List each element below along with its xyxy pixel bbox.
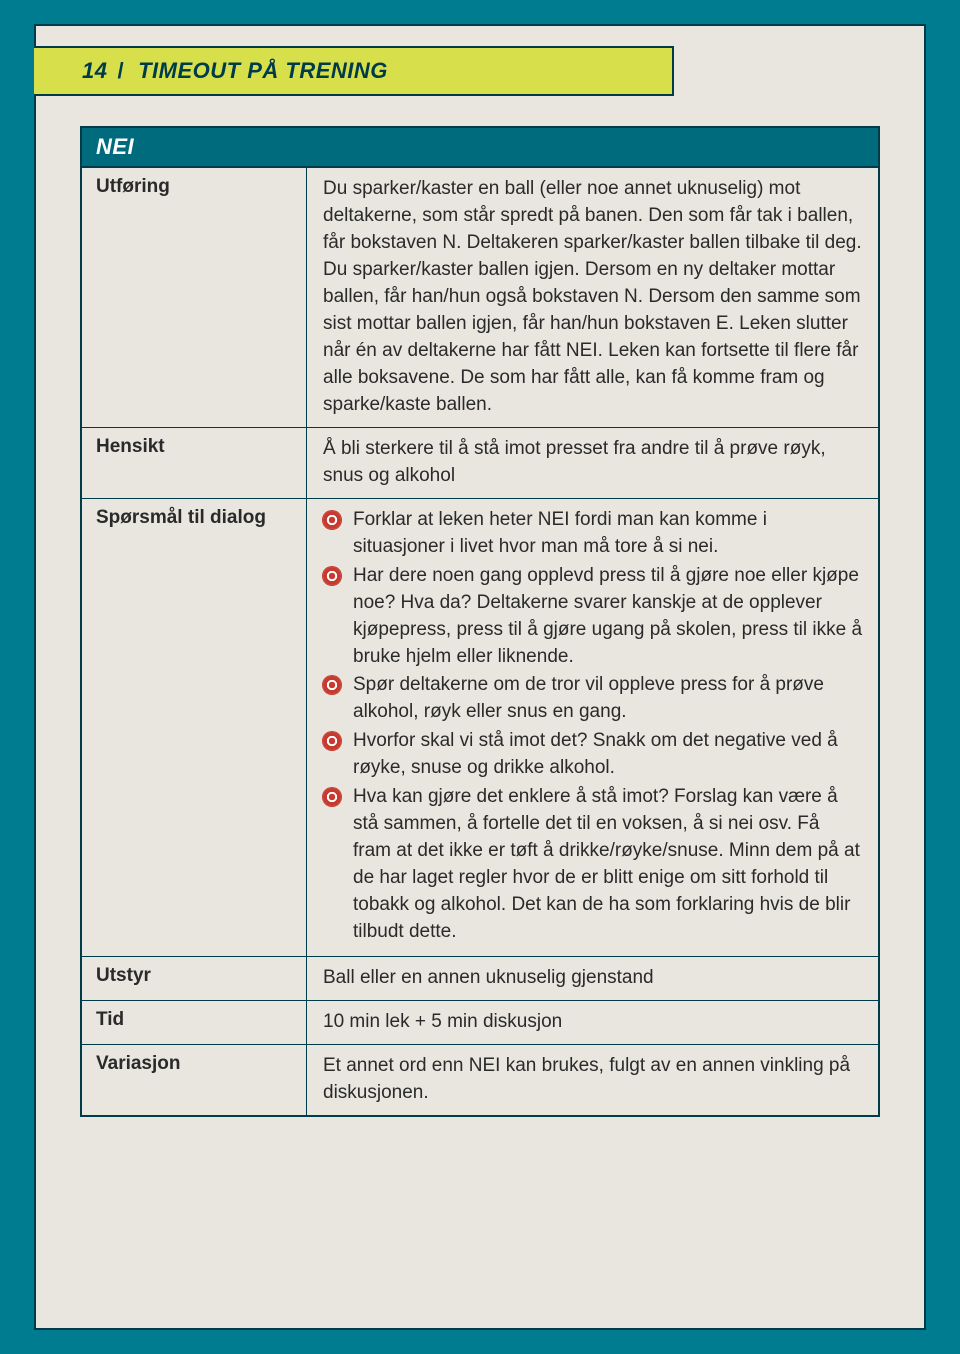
table-row: Spørsmål til dialog Forklar at leken het… (82, 499, 878, 958)
list-item: Forklar at leken heter NEI fordi man kan… (323, 507, 862, 561)
table-row: Tid 10 min lek + 5 min diskusjon (82, 1001, 878, 1045)
bullet-text: Spør deltakerne om de tror vil oppleve p… (353, 674, 824, 722)
row-label-variasjon: Variasjon (82, 1045, 307, 1115)
target-icon (323, 788, 341, 806)
table-row: Variasjon Et annet ord enn NEI kan bruke… (82, 1045, 878, 1115)
row-value-tid: 10 min lek + 5 min diskusjon (307, 1001, 878, 1044)
list-item: Spør deltakerne om de tror vil oppleve p… (323, 672, 862, 726)
header-slash: / (117, 58, 124, 84)
row-label-sporsmal: Spørsmål til dialog (82, 499, 307, 957)
row-value-utstyr: Ball eller en annen uknuselig gjenstand (307, 957, 878, 1000)
table-row: Utføring Du sparker/kaster en ball (elle… (82, 168, 878, 428)
row-value-hensikt: Å bli sterkere til å stå imot presset fr… (307, 428, 878, 498)
activity-table: NEI Utføring Du sparker/kaster en ball (… (80, 126, 880, 1117)
row-label-utforing: Utføring (82, 168, 307, 427)
row-value-variasjon: Et annet ord enn NEI kan brukes, fulgt a… (307, 1045, 878, 1115)
bullet-text: Forklar at leken heter NEI fordi man kan… (353, 509, 767, 557)
row-label-hensikt: Hensikt (82, 428, 307, 498)
row-text: Å bli sterkere til å stå imot presset fr… (323, 436, 862, 490)
bullet-text: Hvorfor skal vi stå imot det? Snakk om d… (353, 730, 838, 778)
list-item: Hvorfor skal vi stå imot det? Snakk om d… (323, 728, 862, 782)
bullet-text: Har dere noen gang opplevd press til å g… (353, 565, 862, 667)
bullet-text: Hva kan gjøre det enklere å stå imot? Fo… (353, 786, 860, 942)
section-title: TIMEOUT PÅ TRENING (138, 58, 388, 84)
row-label-utstyr: Utstyr (82, 957, 307, 1000)
target-icon (323, 567, 341, 585)
content-frame: 14 / TIMEOUT PÅ TRENING NEI Utføring Du … (34, 24, 926, 1330)
list-item: Hva kan gjøre det enklere å stå imot? Fo… (323, 784, 862, 946)
section-header: 14 / TIMEOUT PÅ TRENING (34, 46, 674, 96)
row-text: 10 min lek + 5 min diskusjon (323, 1009, 862, 1036)
row-value-utforing: Du sparker/kaster en ball (eller noe ann… (307, 168, 878, 427)
activity-title: NEI (82, 128, 878, 168)
row-label-tid: Tid (82, 1001, 307, 1044)
row-text: Ball eller en annen uknuselig gjenstand (323, 965, 862, 992)
target-icon (323, 676, 341, 694)
page-number: 14 (82, 58, 107, 84)
list-item: Har dere noen gang opplevd press til å g… (323, 563, 862, 671)
table-row: Hensikt Å bli sterkere til å stå imot pr… (82, 428, 878, 499)
bullet-list: Forklar at leken heter NEI fordi man kan… (323, 507, 862, 947)
row-text: Et annet ord enn NEI kan brukes, fulgt a… (323, 1053, 862, 1107)
row-value-sporsmal: Forklar at leken heter NEI fordi man kan… (307, 499, 878, 957)
target-icon (323, 732, 341, 750)
table-row: Utstyr Ball eller en annen uknuselig gje… (82, 957, 878, 1001)
row-text: Du sparker/kaster en ball (eller noe ann… (323, 176, 862, 419)
target-icon (323, 511, 341, 529)
